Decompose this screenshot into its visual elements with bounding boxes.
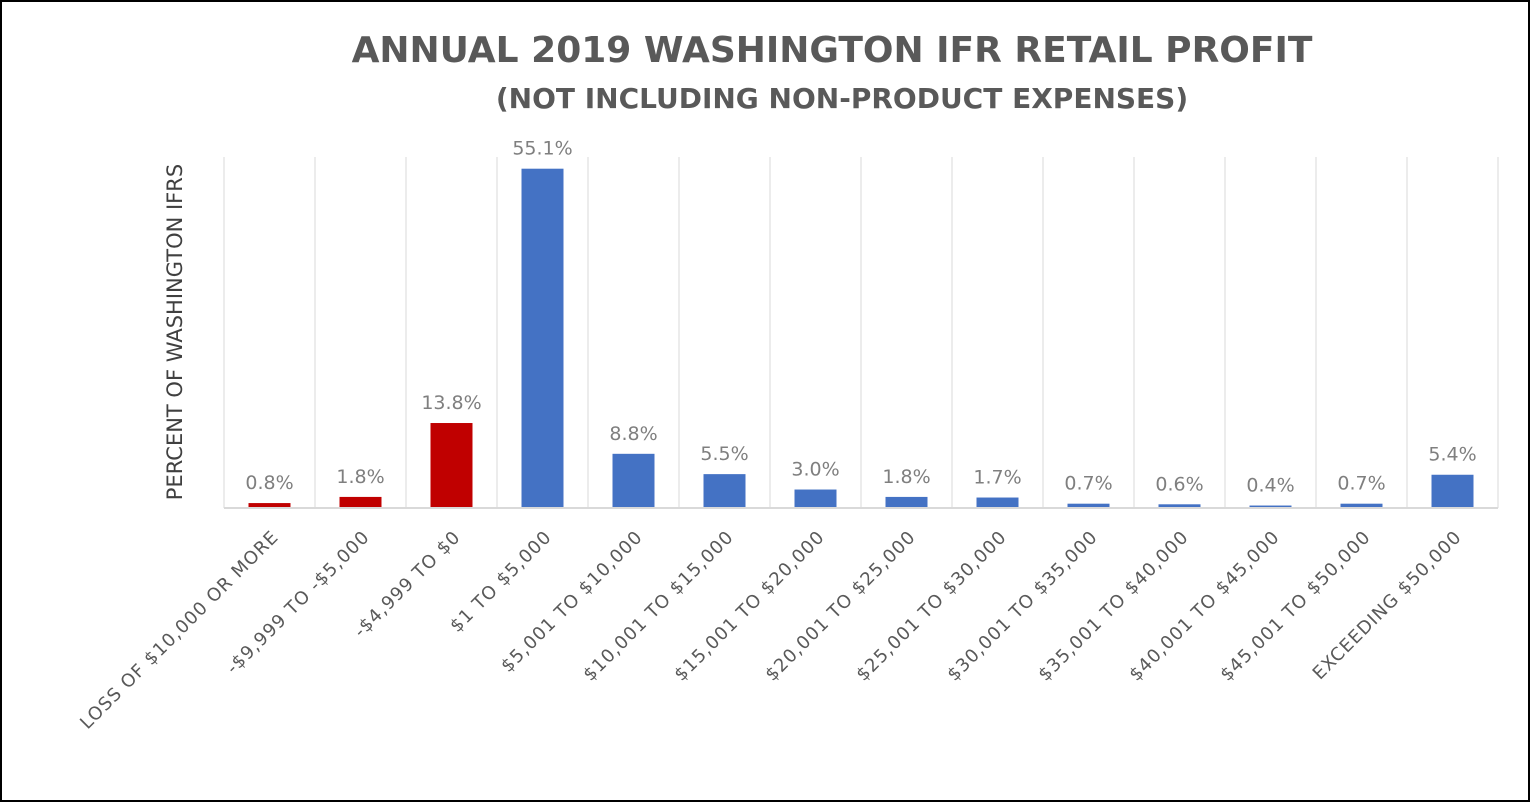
bar	[1431, 474, 1474, 508]
x-tick-label: $30,001 TO $35,000	[943, 527, 1102, 686]
data-labels: 0.8% 1.8% 13.8% 55.1% 8.8% 5.5% 3.0% 1.8% 1.7% 0.…	[245, 138, 1476, 497]
bar	[794, 489, 837, 508]
x-tick-label: $20,001 TO $25,000	[761, 527, 920, 686]
data-label: 1.7%	[973, 467, 1021, 489]
bar	[248, 503, 291, 508]
bar	[1067, 503, 1110, 508]
bar	[612, 453, 655, 508]
bar	[521, 168, 564, 508]
data-label: 1.8%	[336, 466, 384, 488]
bar	[339, 496, 382, 508]
x-tick-label: $40,001 TO $45,000	[1125, 527, 1284, 686]
x-tick-label: LOSS OF $10,000 OR MORE	[76, 527, 283, 734]
x-tick-label: $10,001 TO $15,000	[579, 527, 738, 686]
bar	[430, 423, 473, 508]
bar	[703, 474, 746, 508]
bar	[885, 496, 928, 508]
gridlines	[223, 157, 1499, 508]
data-label: 1.8%	[882, 466, 930, 488]
bar	[1249, 505, 1292, 508]
data-label: 0.6%	[1155, 473, 1203, 495]
bar	[1158, 504, 1201, 508]
data-label: 3.0%	[791, 459, 839, 481]
data-label: 13.8%	[421, 392, 481, 414]
x-tick-labels: LOSS OF $10,000 OR MORE-$9,999 TO -$5,00…	[76, 527, 1466, 734]
data-label: 0.7%	[1064, 473, 1112, 495]
data-label: 8.8%	[609, 423, 657, 445]
bars	[248, 168, 1474, 508]
x-tick-label: $15,001 TO $20,000	[670, 527, 829, 686]
x-tick-label: EXCEEDING $50,000	[1309, 527, 1466, 684]
chart-title: ANNUAL 2019 WASHINGTON IFR RETAIL PROFIT	[352, 30, 1313, 71]
data-label: 0.4%	[1246, 475, 1294, 497]
data-label: 5.5%	[700, 443, 748, 465]
x-tick-label: $25,001 TO $30,000	[852, 527, 1011, 686]
data-label: 0.8%	[245, 472, 293, 494]
y-axis-label: PERCENT OF WASHINGTON IFRS	[163, 164, 187, 500]
data-label: 0.7%	[1337, 473, 1385, 495]
bar	[976, 497, 1019, 508]
x-tick-label: $35,001 TO $40,000	[1034, 527, 1193, 686]
data-label: 55.1%	[512, 138, 572, 160]
x-tick-label: $45,001 TO $50,000	[1216, 527, 1375, 686]
chart-subtitle: (NOT INCLUDING NON-PRODUCT EXPENSES)	[496, 82, 1188, 115]
bar	[1340, 503, 1383, 508]
data-label: 5.4%	[1428, 444, 1476, 466]
